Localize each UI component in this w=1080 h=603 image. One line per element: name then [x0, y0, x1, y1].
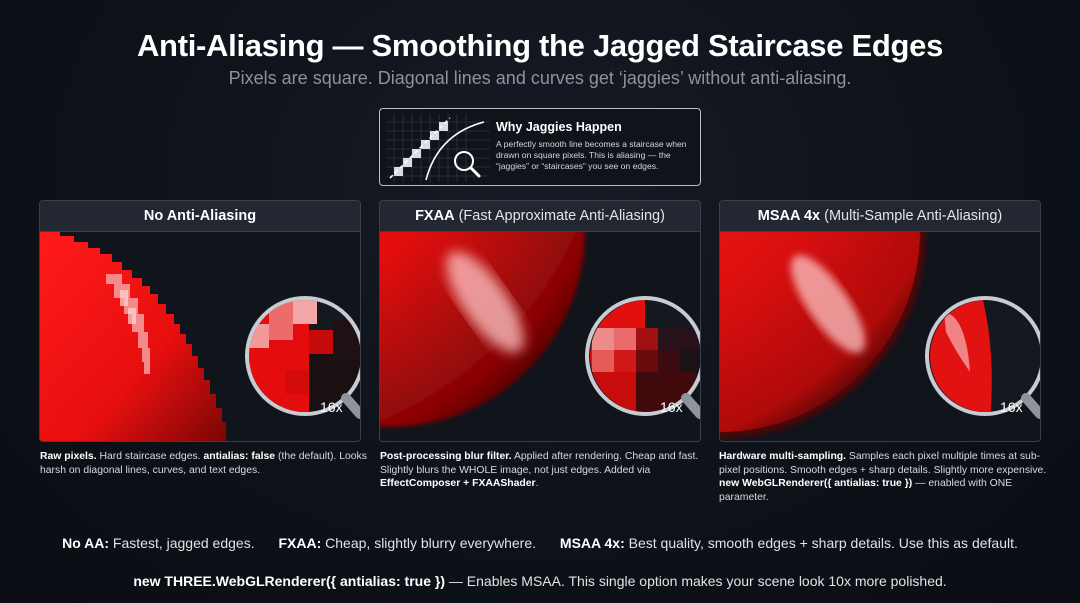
summary-msaa: MSAA 4x: Best quality, smooth edges + sh… [559, 535, 1018, 551]
panel-msaa: MSAA 4x (Multi-Sample Anti-Aliasing) 16x [719, 200, 1041, 442]
jagged-sphere: 16x [40, 232, 360, 441]
summary-fxaa: FXAA: Cheap, slightly blurry everywhere. [278, 535, 537, 551]
panel-no-aa: No Anti-Aliasing 16x [39, 200, 361, 442]
footer-line: new THREE.WebGLRenderer({ antialias: tru… [133, 573, 947, 589]
zoom-label: 16x [320, 399, 343, 415]
blurred-sphere: 16x [380, 232, 700, 427]
desc-no-aa: Raw pixels. Hard staircase edges. antial… [40, 451, 367, 476]
panel-fxaa: FXAA (Fast Approximate Anti-Aliasing) [379, 200, 701, 442]
desc-fxaa: Post-processing blur filter. Applied aft… [380, 451, 699, 489]
panel-title: MSAA 4x (Multi-Sample Anti-Aliasing) [720, 201, 1040, 232]
info-box: Why Jaggies Happen A perfectly smooth li… [379, 108, 701, 186]
smooth-sphere: 16x [720, 232, 1040, 438]
zoom-label: 16x [660, 399, 683, 415]
page-subtitle: Pixels are square. Diagonal lines and cu… [228, 68, 852, 88]
magnifier-icon [454, 151, 481, 178]
zoom-label: 16x [1000, 399, 1023, 415]
panel-title: No Anti-Aliasing [40, 201, 360, 232]
page-title: Anti-Aliasing — Smoothing the Jagged Sta… [136, 28, 944, 63]
summary-no-aa: No AA: Fastest, jagged edges. [62, 535, 255, 551]
info-text: A perfectly smooth line becomes a stairc… [496, 139, 687, 171]
desc-msaa: Hardware multi-sampling. Samples each pi… [719, 451, 1047, 503]
summary-line: No AA: Fastest, jagged edges. FXAA: Chea… [0, 535, 1080, 551]
panel-title: FXAA (Fast Approximate Anti-Aliasing) [380, 201, 700, 232]
info-title: Why Jaggies Happen [496, 120, 622, 134]
pixel-grid-icon [386, 114, 490, 182]
